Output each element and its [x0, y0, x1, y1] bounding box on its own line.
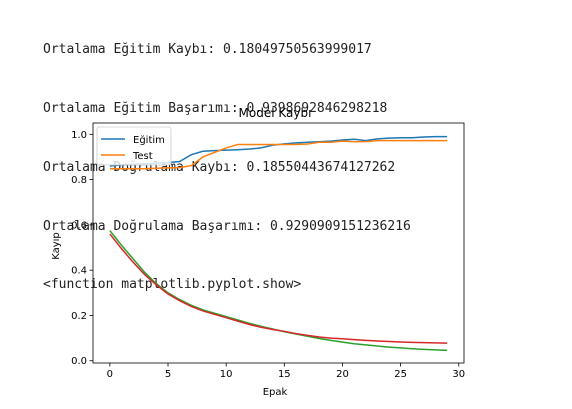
- series-line-3: [109, 233, 448, 344]
- console-line: Ortalama Eğitim Kaybı: 0.180497505639990…: [43, 42, 372, 58]
- y-tick-label: 0.8: [71, 175, 87, 186]
- plot-lines: [109, 135, 448, 352]
- legend-label-test: Test: [132, 151, 153, 162]
- y-axis-ticks: 0.0 0.2 0.4 0.6 0.8 1.0: [71, 130, 93, 367]
- x-axis-label: Epak: [263, 387, 288, 398]
- console-output: Ortalama Eğitim Kaybı: 0.180497505639990…: [43, 1, 411, 315]
- x-tick-label: 30: [452, 369, 465, 380]
- y-tick-label: 0.2: [71, 311, 87, 322]
- y-tick-label: 1.0: [71, 130, 87, 141]
- legend-label-egitim: Eğitim: [133, 134, 165, 146]
- y-tick-label: 0.0: [71, 356, 87, 367]
- x-tick-label: 20: [336, 369, 349, 380]
- console-line: <function matplotlib.pyplot.show>: [43, 277, 302, 293]
- y-tick-label: 0.6: [71, 220, 87, 231]
- plot-frame: [92, 122, 465, 364]
- x-axis-ticks: 0 5 10 15 20 25 30: [107, 363, 465, 380]
- console-line: Ortalama Doğrulama Kaybı: 0.185504436741…: [43, 159, 396, 175]
- series-line-1: [109, 139, 448, 170]
- series-line-2: [109, 230, 448, 352]
- x-tick-label: 25: [394, 369, 407, 380]
- y-tick-label: 0.4: [71, 266, 87, 277]
- chart-title: Model Kaybı: [239, 106, 312, 120]
- x-tick-label: 0: [107, 369, 113, 380]
- legend: Eğitim Test: [96, 126, 172, 166]
- y-axis-label: Kayıp: [51, 232, 62, 260]
- x-tick-label: 10: [220, 369, 233, 380]
- console-line: Ortalama Eğitim Başarımı: 0.939869284629…: [43, 100, 388, 116]
- x-tick-label: 5: [165, 369, 171, 380]
- x-tick-label: 15: [278, 369, 291, 380]
- console-line: Ortalama Doğrulama Başarımı: 0.929090915…: [43, 218, 411, 234]
